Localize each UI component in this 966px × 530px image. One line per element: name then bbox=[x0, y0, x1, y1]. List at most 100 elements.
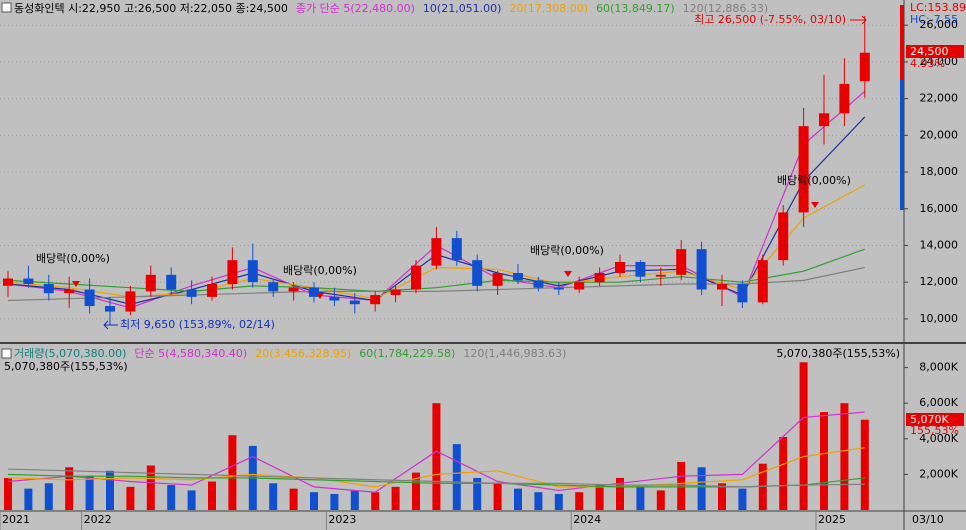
y-tick-label: 8,000K bbox=[919, 361, 958, 374]
candle-body bbox=[859, 52, 870, 82]
moving-average-line bbox=[7, 447, 865, 488]
volume-bar bbox=[452, 444, 461, 510]
volume-bar bbox=[330, 493, 339, 510]
legend-entry: 20(3,456,328.95) bbox=[255, 347, 351, 360]
volume-bar bbox=[514, 488, 522, 510]
candle-body bbox=[431, 238, 442, 266]
volume-bar bbox=[493, 483, 502, 510]
candle-body bbox=[839, 83, 850, 114]
volume-bar bbox=[208, 481, 216, 510]
legend-entry: 60(13,849.17) bbox=[596, 2, 675, 15]
volume-subtitle: 5,070,380주(155,53%) bbox=[4, 360, 128, 373]
candle-body bbox=[451, 238, 462, 261]
volume-bar bbox=[44, 483, 53, 510]
candle-body bbox=[64, 289, 75, 294]
candle-body bbox=[615, 261, 625, 273]
candle-body bbox=[390, 289, 401, 296]
y-tick-label: 20,000 bbox=[920, 128, 959, 141]
x-tick-label: 2025 bbox=[818, 513, 846, 526]
candle-body bbox=[247, 260, 258, 283]
candle-body bbox=[309, 287, 319, 297]
y-tick-label: 6,000K bbox=[919, 396, 958, 409]
last-volume: 5,070K bbox=[910, 413, 949, 426]
legend-entry: 120(1,446,983.63) bbox=[463, 347, 566, 360]
candle-body bbox=[105, 306, 115, 312]
candle-body bbox=[737, 284, 748, 303]
candle-body bbox=[472, 260, 483, 286]
volume-bar bbox=[860, 419, 869, 510]
last-price-box bbox=[906, 45, 964, 58]
annotation: 배당락(0,00%) bbox=[36, 252, 110, 265]
volume-bar bbox=[473, 477, 482, 510]
candle-body bbox=[513, 273, 523, 281]
moving-average-line bbox=[7, 468, 865, 488]
last-volume-box bbox=[906, 413, 964, 426]
candle-body bbox=[778, 212, 789, 261]
volume-bar bbox=[167, 485, 176, 510]
legend-entry: 20(17,308.00) bbox=[509, 2, 588, 15]
annotation: 배당락(0,00%) bbox=[530, 244, 604, 257]
y-tick-label: 22,000 bbox=[920, 92, 959, 105]
candle-body bbox=[84, 289, 95, 307]
legend-entry: 10(21,051.00) bbox=[423, 2, 502, 15]
y-tick-label: 24,000 bbox=[920, 55, 959, 68]
volume-subtitle-right: 5,070,380주(155,53%) bbox=[776, 347, 900, 360]
candle-body bbox=[329, 296, 340, 301]
volume-bar bbox=[779, 437, 788, 510]
volume-bar bbox=[371, 492, 380, 510]
volume-bar bbox=[677, 461, 686, 510]
y-tick-label: 18,000 bbox=[920, 165, 959, 178]
annotation: 배당락(0,00%) bbox=[777, 174, 851, 187]
candle-body bbox=[349, 300, 360, 305]
legend-entry: 120(12,886.33) bbox=[683, 2, 769, 15]
candle-body bbox=[370, 295, 381, 305]
volume-bar bbox=[289, 488, 298, 510]
dividend-arrow bbox=[564, 271, 572, 277]
volume-bar bbox=[636, 486, 645, 510]
candle-body bbox=[635, 261, 646, 277]
volume-bar bbox=[187, 490, 196, 510]
volume-bar bbox=[24, 488, 33, 510]
candle-body bbox=[533, 280, 544, 288]
volume-bar bbox=[126, 486, 135, 510]
volume-bar bbox=[656, 490, 665, 510]
volume-bar bbox=[738, 488, 747, 510]
volume-bar bbox=[534, 492, 543, 510]
volume-bar bbox=[432, 403, 441, 510]
candle-body bbox=[268, 282, 279, 292]
volume-bar bbox=[228, 435, 237, 510]
panel-button[interactable] bbox=[1, 2, 12, 13]
dividend-arrow bbox=[811, 202, 819, 208]
y-tick-label: 4,000K bbox=[919, 432, 958, 445]
candle-body bbox=[207, 284, 217, 297]
volume-bar bbox=[412, 472, 420, 510]
volume-bar bbox=[310, 492, 318, 510]
candle-body bbox=[492, 273, 503, 286]
candle-body bbox=[125, 291, 136, 312]
volume-bar bbox=[554, 493, 563, 510]
volume-bar bbox=[697, 467, 706, 510]
volume-change: 155,53% bbox=[910, 424, 959, 437]
candle-body bbox=[676, 249, 687, 275]
panel-button[interactable] bbox=[1, 348, 12, 359]
candle-body bbox=[553, 287, 564, 290]
candle-body bbox=[145, 274, 156, 292]
hc-label: HC:-7.55 bbox=[910, 13, 958, 26]
volume-bar bbox=[350, 490, 359, 510]
range-bar-high bbox=[900, 5, 904, 80]
volume-bar bbox=[269, 483, 278, 510]
y-tick-label: 10,000 bbox=[920, 312, 959, 325]
last-price: 24,500 bbox=[910, 45, 949, 58]
x-tick-label: 2021 bbox=[2, 513, 30, 526]
candle-body bbox=[696, 249, 707, 290]
chart-title: 동성화인텍 시:22,950 고:26,500 저:22,050 종:24,50… bbox=[14, 2, 288, 15]
candle-body bbox=[227, 260, 238, 285]
candle-body bbox=[23, 278, 34, 285]
legend-entry: 단순 5(4,580,340.40) bbox=[134, 347, 247, 360]
volume-bar bbox=[65, 467, 74, 510]
dividend-arrow bbox=[316, 293, 324, 299]
x-tick-label: 2023 bbox=[328, 513, 356, 526]
candle-body bbox=[717, 284, 727, 290]
annotation-arrow bbox=[850, 15, 867, 25]
